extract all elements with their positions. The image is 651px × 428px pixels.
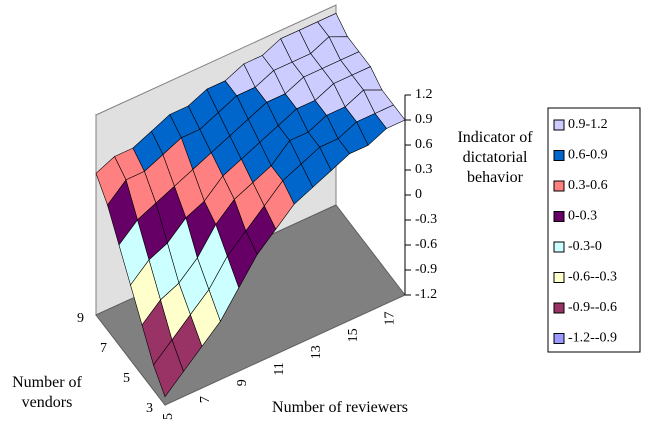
x-tick-label: 13 bbox=[309, 345, 324, 359]
legend-swatch bbox=[553, 333, 565, 344]
y-axis-title: Number of vendors bbox=[12, 374, 82, 411]
z-tick-label: 0.6 bbox=[415, 137, 433, 152]
z-tick-label: -0.3 bbox=[415, 212, 437, 227]
surface-facet bbox=[153, 339, 184, 398]
legend-swatch bbox=[553, 211, 565, 222]
legend-swatch bbox=[553, 241, 565, 253]
legend-swatch bbox=[553, 302, 565, 314]
legend-label: 0-0.3 bbox=[568, 209, 597, 224]
legend-swatch bbox=[553, 272, 565, 283]
z-tick-label: 0.9 bbox=[415, 112, 433, 127]
z-tick-label: -0.6 bbox=[415, 237, 437, 252]
x-tick-label: 9 bbox=[235, 379, 250, 386]
x-axis-title: Number of reviewers bbox=[272, 399, 408, 416]
y-tick-label: 5 bbox=[123, 371, 130, 386]
legend-swatch bbox=[553, 180, 565, 192]
z-axis-title: Indicator of dictatorial behavior bbox=[457, 129, 533, 186]
z-tick-label: -0.9 bbox=[415, 262, 437, 277]
legend-label: 0.9-1.2 bbox=[568, 117, 608, 132]
z-tick-label: -1.2 bbox=[415, 287, 437, 302]
x-tick-label: 17 bbox=[383, 312, 398, 326]
legend-label: 0.6-0.9 bbox=[568, 148, 608, 163]
legend-label: -0.3-0 bbox=[568, 239, 602, 254]
x-tick-label: 15 bbox=[346, 328, 361, 342]
legend-label: 0.3-0.6 bbox=[568, 178, 608, 193]
y-tick-label: 9 bbox=[77, 311, 84, 326]
legend-label: -0.9--0.6 bbox=[568, 300, 617, 315]
z-tick-label: 1.2 bbox=[415, 87, 433, 102]
x-tick-label: 11 bbox=[272, 362, 287, 375]
legend-swatch bbox=[553, 150, 565, 161]
legend-swatch bbox=[553, 119, 565, 131]
legend-box bbox=[547, 107, 641, 353]
z-tick-label: 0 bbox=[415, 187, 422, 202]
legend-label: -1.2--0.9 bbox=[568, 331, 617, 346]
x-tick-label: 5 bbox=[161, 413, 176, 420]
y-tick-label: 7 bbox=[100, 341, 107, 356]
z-tick-label: 0.3 bbox=[415, 162, 433, 177]
x-tick-label: 7 bbox=[198, 396, 213, 403]
y-tick-label: 3 bbox=[146, 401, 153, 416]
legend-label: -0.6--0.3 bbox=[568, 270, 617, 285]
